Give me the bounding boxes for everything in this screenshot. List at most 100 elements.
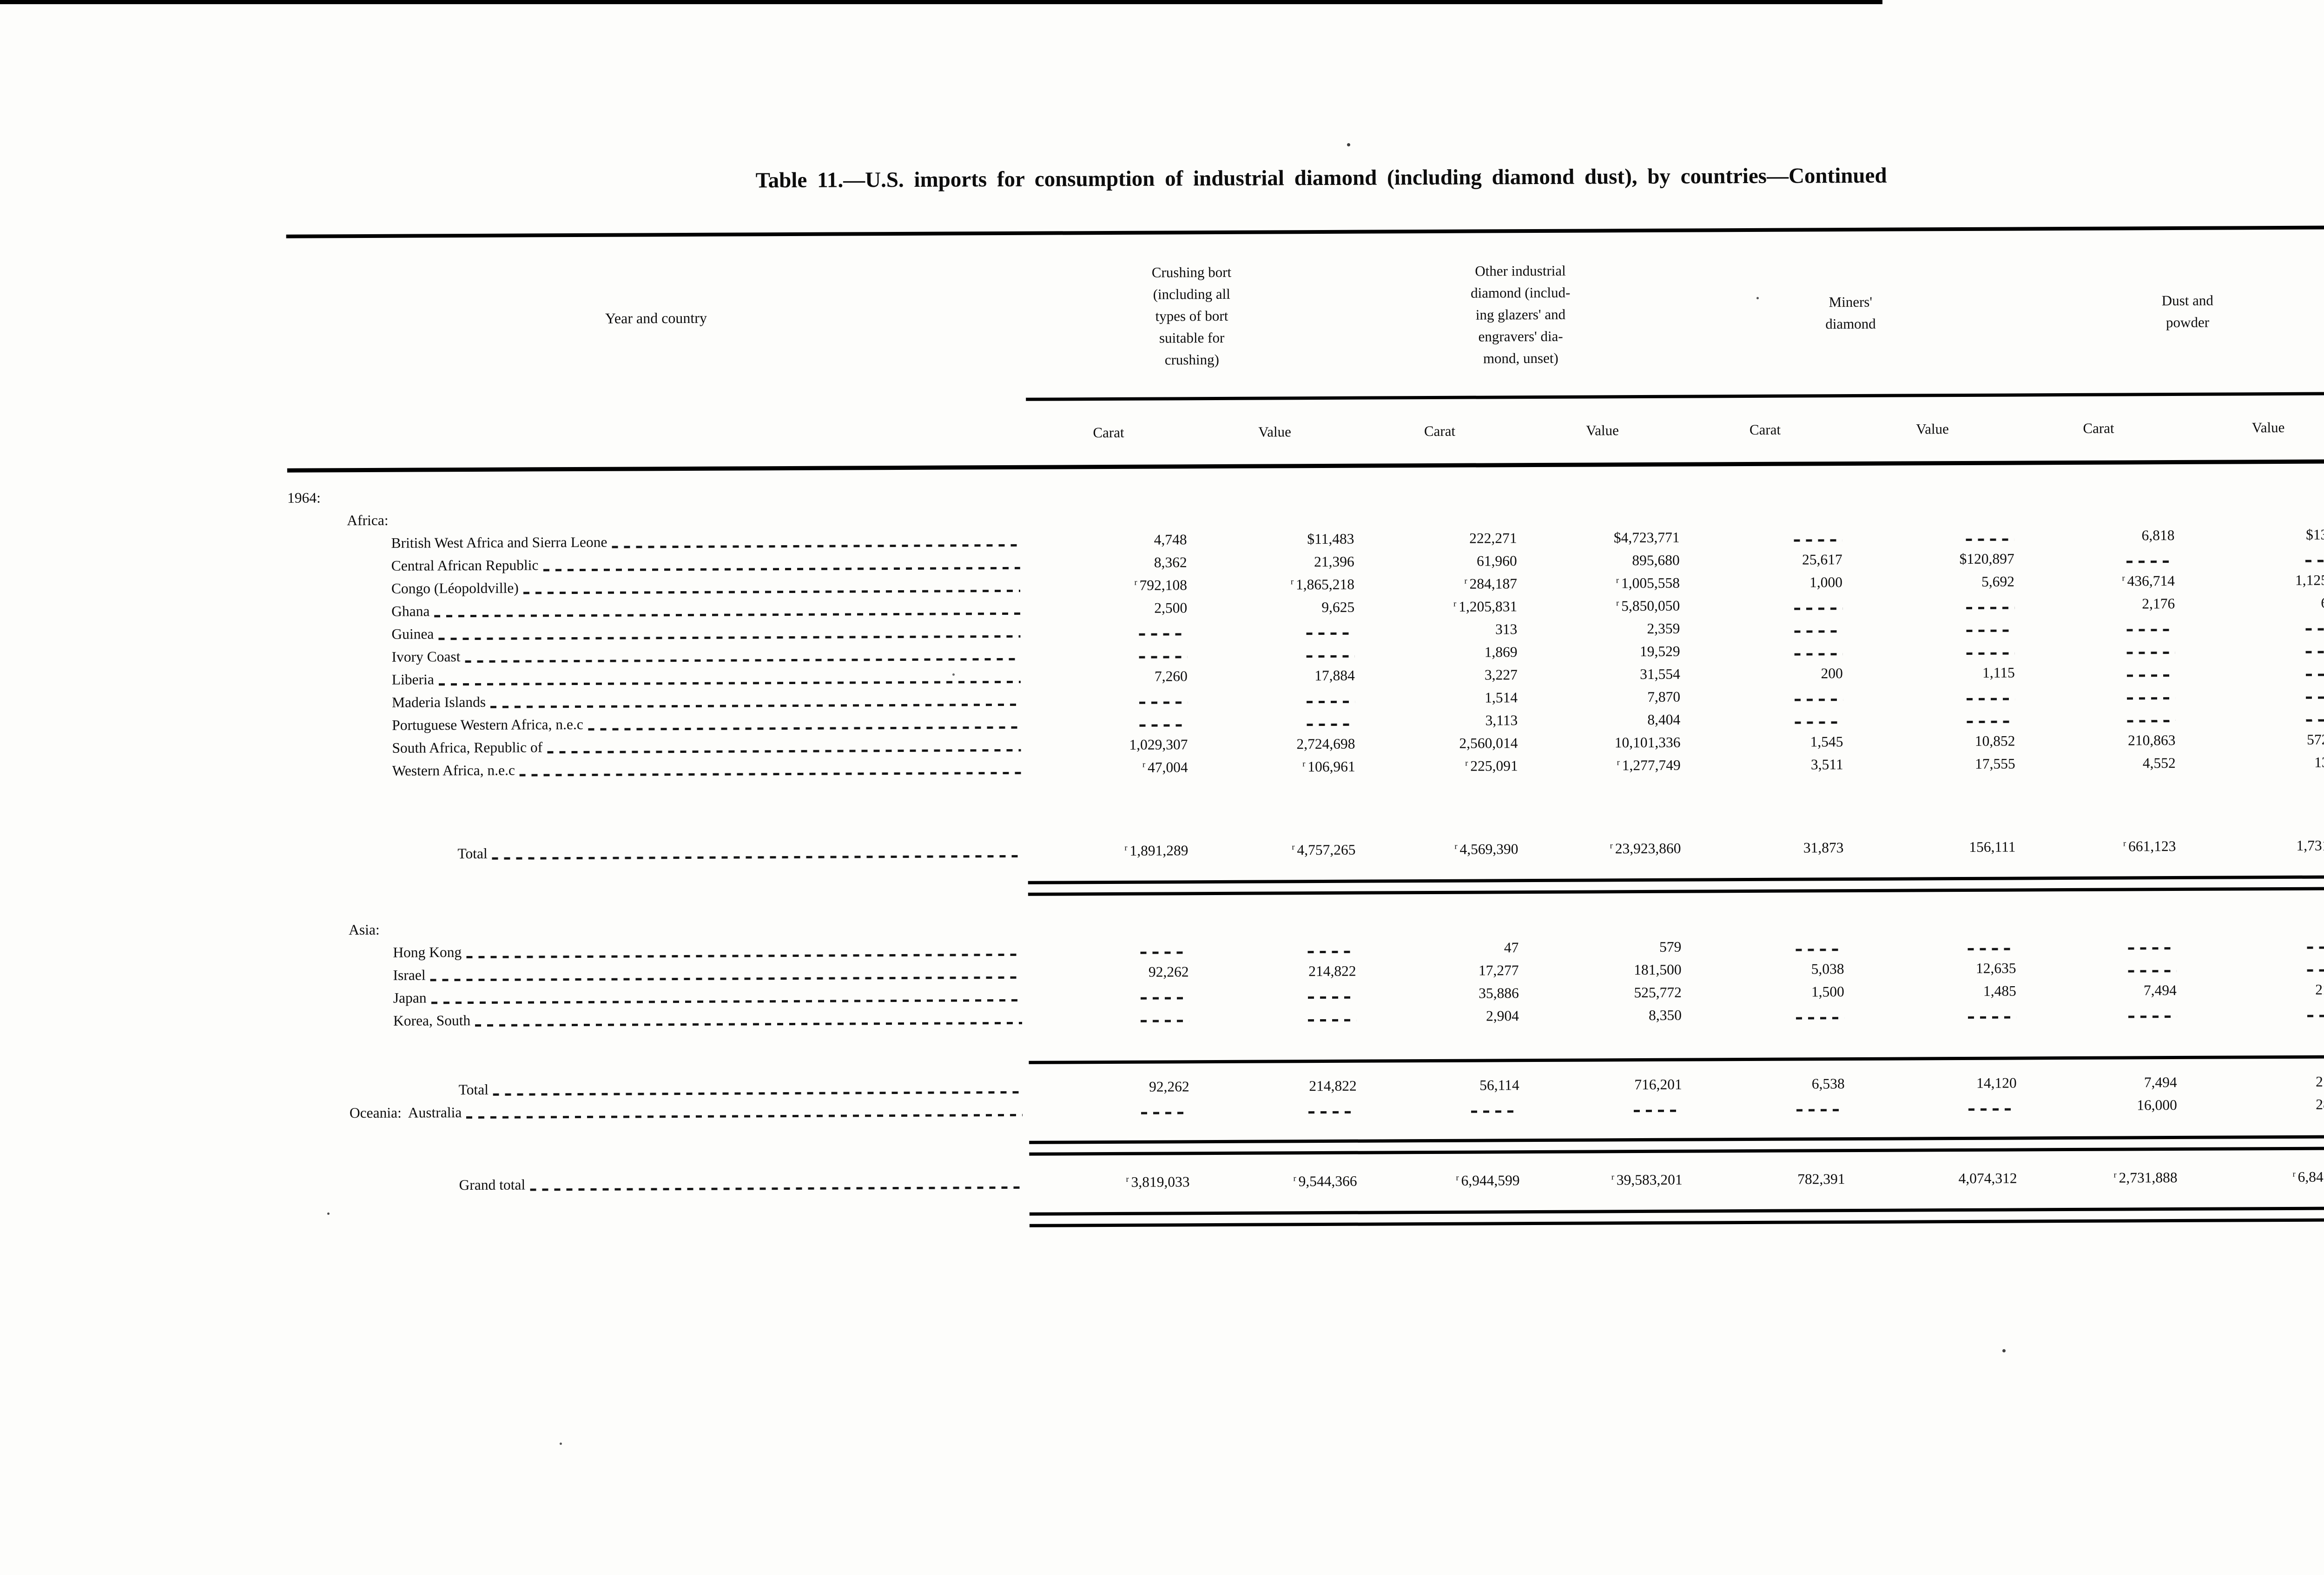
row-label: South Africa, Republic of: [392, 739, 543, 756]
revised-footnote-marker: r: [1290, 576, 1294, 586]
table-container: Table 11.—U.S. imports for consumption o…: [286, 160, 2324, 1230]
value-cell: r 792,108: [1134, 577, 1188, 593]
value-cell: 1,029,307: [1129, 736, 1188, 753]
no-data-dashes: [2305, 628, 2324, 631]
no-data-dashes: [1794, 653, 1843, 656]
value-cell: 10,852: [1974, 732, 2015, 749]
value-cell: [1361, 1096, 1524, 1120]
no-data-dashes: [1966, 606, 2015, 609]
scan-noise: [0, 0, 1, 1]
value-cell: [1847, 524, 2019, 548]
no-data-dashes: [1307, 723, 1355, 726]
value-cell: r 1,205,831: [1453, 598, 1518, 615]
no-data-dashes: [2126, 629, 2175, 632]
value-cell: 47: [1504, 939, 1519, 956]
revised-footnote-marker: r: [1611, 1172, 1614, 1181]
value-cell: [1685, 685, 1848, 708]
value-cell: r 3,819,033: [1126, 1173, 1190, 1190]
row-label-cell: Total: [289, 840, 1028, 866]
value-cell: 9,625: [1321, 599, 1355, 616]
value-cell: [1684, 639, 1847, 663]
value-cell: [1687, 1095, 1849, 1119]
value-cell: r 47,004: [1142, 759, 1188, 776]
dotted-leader: [543, 567, 1020, 572]
value-cell: [1848, 706, 2020, 730]
no-data-dashes: [1795, 699, 1843, 701]
column-group-header: Dust and powder: [2018, 229, 2324, 393]
header-line: diamond (includ-: [1470, 284, 1571, 301]
row-label: Ghana: [391, 603, 430, 619]
subcolumn-header: Carat: [2083, 420, 2114, 436]
no-data-dashes: [1633, 1109, 1682, 1113]
column-group-header: Miners' diamond: [1683, 231, 2019, 395]
value-cell: [1193, 937, 1360, 961]
value-cell: 2,359: [1647, 620, 1680, 637]
header-line: powder: [2166, 314, 2210, 331]
value-cell: r 1,277,749: [1617, 757, 1681, 774]
value-cell: 1,514: [1485, 689, 1518, 706]
table-rule: [1029, 1055, 2324, 1064]
no-data-dashes: [1966, 652, 2015, 655]
header-line: crushing): [1164, 351, 1219, 368]
table-rule: [1028, 875, 2324, 896]
value-cell: [2019, 638, 2179, 661]
no-data-dashes: [1967, 720, 2015, 723]
row-label: Israel: [393, 967, 426, 983]
value-cell: 92,262: [1149, 1078, 1189, 1095]
value-cell: [2181, 1001, 2324, 1024]
value-cell: r 6,840,920: [2292, 1168, 2324, 1185]
header-line: Crushing bort: [1151, 264, 1232, 281]
value-cell: [2181, 932, 2324, 956]
revised-footnote-marker: r: [1617, 757, 1620, 767]
subcolumn-header: Carat: [1424, 422, 1456, 440]
no-data-dashes: [1471, 1110, 1519, 1113]
no-data-dashes: [1796, 1109, 1845, 1112]
value-cell: 1,125,209: [2295, 572, 2324, 588]
value-cell: 4,074,312: [1958, 1170, 2017, 1187]
value-cell: 214,822: [1308, 962, 1356, 980]
row-header-label: Year and country: [605, 309, 707, 327]
column-group-header: Crushing bort (including all types of bort…: [1025, 234, 1359, 398]
no-data-dashes: [2306, 696, 2324, 699]
value-cell: 21,534: [2315, 981, 2324, 998]
revised-footnote-marker: r: [1616, 575, 1619, 585]
revised-footnote-marker: r: [1124, 843, 1128, 852]
row-label: Total: [457, 845, 488, 862]
table-rule: [1029, 1206, 2324, 1227]
dotted-leader: [475, 1021, 1023, 1027]
value-cell: 21,534: [2315, 1073, 2324, 1090]
value-cell: [2179, 614, 2324, 638]
value-cell: 61,960: [1477, 553, 1517, 569]
no-data-dashes: [2307, 969, 2324, 972]
row-label: Congo (Léopoldville): [391, 580, 519, 597]
dotted-leader: [434, 612, 1021, 618]
value-cell: 5,692: [1981, 573, 2015, 590]
value-cell: 28,250: [2316, 1096, 2324, 1113]
value-cell: [1847, 593, 2019, 616]
value-cell: 16,000: [2137, 1096, 2177, 1114]
value-cell: [1194, 1097, 1361, 1121]
no-data-dashes: [1796, 1017, 1845, 1020]
table-row: Total r 1,891,289 r 4,757,265 r 4,569,390 r 23,9…: [289, 834, 2324, 865]
row-label-cell: Korea, South: [290, 1007, 1029, 1033]
no-data-dashes: [2307, 1015, 2324, 1017]
value-cell: 14,120: [1976, 1074, 2017, 1091]
value-cell: 3,511: [1810, 756, 1843, 773]
no-data-dashes: [1140, 951, 1189, 954]
header-line: (including all: [1153, 285, 1230, 303]
value-cell: 1,500: [1811, 983, 1844, 1000]
value-cell: r 5,850,050: [1616, 597, 1680, 614]
value-cell: [2020, 683, 2180, 707]
revised-footnote-marker: r: [1292, 842, 1295, 851]
value-cell: r 225,091: [1465, 758, 1518, 774]
subcolumn-header: Value: [1586, 422, 1619, 439]
value-cell: 3,227: [1484, 666, 1518, 683]
value-cell: 7,494: [2144, 1074, 2177, 1091]
value-cell: 7,260: [1154, 668, 1188, 685]
no-data-dashes: [1966, 538, 2014, 541]
value-cell: 181,500: [1634, 961, 1682, 978]
value-cell: r 661,123: [2123, 838, 2176, 855]
dotted-leader: [438, 635, 1021, 640]
value-cell: r 39,583,201: [1611, 1171, 1683, 1188]
value-cell: [1847, 615, 2019, 639]
